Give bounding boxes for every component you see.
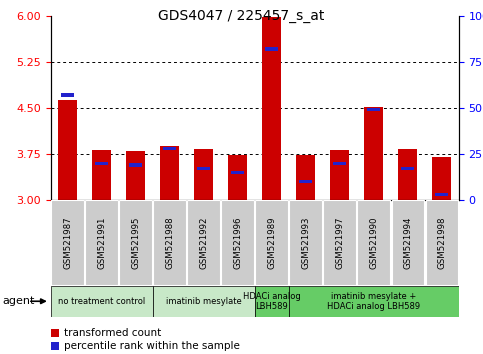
Bar [153, 286, 255, 317]
Text: GSM521987: GSM521987 [63, 216, 72, 269]
Bar [92, 150, 111, 200]
Bar [333, 161, 346, 165]
Text: HDACi analog
LBH589: HDACi analog LBH589 [243, 292, 300, 311]
Text: agent: agent [2, 296, 35, 306]
Text: GSM521991: GSM521991 [97, 216, 106, 269]
Text: imatinib mesylate: imatinib mesylate [166, 297, 242, 306]
Bar [61, 93, 74, 97]
Bar [95, 161, 108, 165]
Text: no treatment control: no treatment control [58, 297, 145, 306]
Text: GDS4047 / 225457_s_at: GDS4047 / 225457_s_at [158, 9, 325, 23]
Bar [231, 171, 244, 174]
Bar [58, 100, 77, 200]
Bar [262, 17, 281, 200]
Bar [265, 47, 278, 51]
Bar [127, 151, 145, 200]
Bar [51, 200, 84, 285]
Bar [228, 155, 247, 200]
Bar [255, 286, 289, 317]
Bar [119, 200, 152, 285]
Bar [289, 286, 459, 317]
Bar [187, 200, 220, 285]
Bar [432, 157, 451, 200]
Bar [289, 200, 322, 285]
Bar [357, 200, 390, 285]
Text: imatinib mesylate +
HDACi analog LBH589: imatinib mesylate + HDACi analog LBH589 [327, 292, 420, 311]
Bar [398, 149, 417, 200]
Bar [367, 108, 381, 112]
Bar [330, 150, 349, 200]
Text: GSM521997: GSM521997 [335, 216, 344, 269]
Text: GSM521995: GSM521995 [131, 216, 140, 269]
Bar [324, 200, 356, 285]
Bar [299, 180, 313, 183]
Text: GSM521992: GSM521992 [199, 216, 208, 269]
Bar [129, 163, 142, 167]
Bar [163, 147, 176, 150]
Text: GSM521998: GSM521998 [437, 216, 446, 269]
Text: GSM521996: GSM521996 [233, 216, 242, 269]
Bar [297, 155, 315, 200]
Bar [435, 193, 448, 196]
Bar [85, 200, 118, 285]
Text: GSM521993: GSM521993 [301, 216, 310, 269]
Bar [154, 200, 186, 285]
Bar [221, 200, 254, 285]
Bar [195, 149, 213, 200]
Bar [401, 167, 414, 170]
Bar [365, 107, 383, 200]
Bar [426, 200, 458, 285]
Text: percentile rank within the sample: percentile rank within the sample [64, 341, 240, 351]
Bar [256, 200, 288, 285]
Bar [160, 146, 179, 200]
Bar [51, 286, 153, 317]
Bar [197, 167, 210, 170]
Text: transformed count: transformed count [64, 328, 161, 338]
Bar [392, 200, 424, 285]
Text: GSM521994: GSM521994 [403, 216, 412, 269]
Text: GSM521988: GSM521988 [165, 216, 174, 269]
Text: GSM521990: GSM521990 [369, 216, 378, 269]
Text: GSM521989: GSM521989 [267, 216, 276, 269]
